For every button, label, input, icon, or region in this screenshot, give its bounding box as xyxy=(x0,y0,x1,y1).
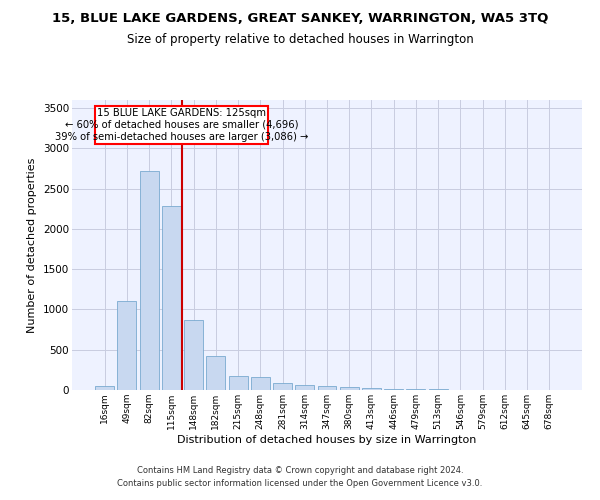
Bar xyxy=(140,171,158,390)
Bar xyxy=(362,388,381,390)
Bar xyxy=(295,385,314,390)
FancyBboxPatch shape xyxy=(95,106,268,144)
Bar xyxy=(406,389,425,390)
Bar xyxy=(118,300,136,390)
Bar xyxy=(251,376,270,390)
Bar xyxy=(340,387,359,390)
Bar xyxy=(384,389,403,390)
Text: Contains HM Land Registry data © Crown copyright and database right 2024.
Contai: Contains HM Land Registry data © Crown c… xyxy=(118,466,482,487)
Bar xyxy=(317,386,337,390)
Bar xyxy=(206,356,225,390)
Text: 15, BLUE LAKE GARDENS, GREAT SANKEY, WARRINGTON, WA5 3TQ: 15, BLUE LAKE GARDENS, GREAT SANKEY, WAR… xyxy=(52,12,548,26)
Text: 15 BLUE LAKE GARDENS: 125sqm
← 60% of detached houses are smaller (4,696)
39% of: 15 BLUE LAKE GARDENS: 125sqm ← 60% of de… xyxy=(55,108,308,142)
Bar xyxy=(95,386,114,390)
Y-axis label: Number of detached properties: Number of detached properties xyxy=(28,158,37,332)
Bar xyxy=(162,206,181,390)
X-axis label: Distribution of detached houses by size in Warrington: Distribution of detached houses by size … xyxy=(178,434,476,444)
Bar xyxy=(184,320,203,390)
Bar xyxy=(273,383,292,390)
Text: Size of property relative to detached houses in Warrington: Size of property relative to detached ho… xyxy=(127,32,473,46)
Bar xyxy=(229,376,248,390)
